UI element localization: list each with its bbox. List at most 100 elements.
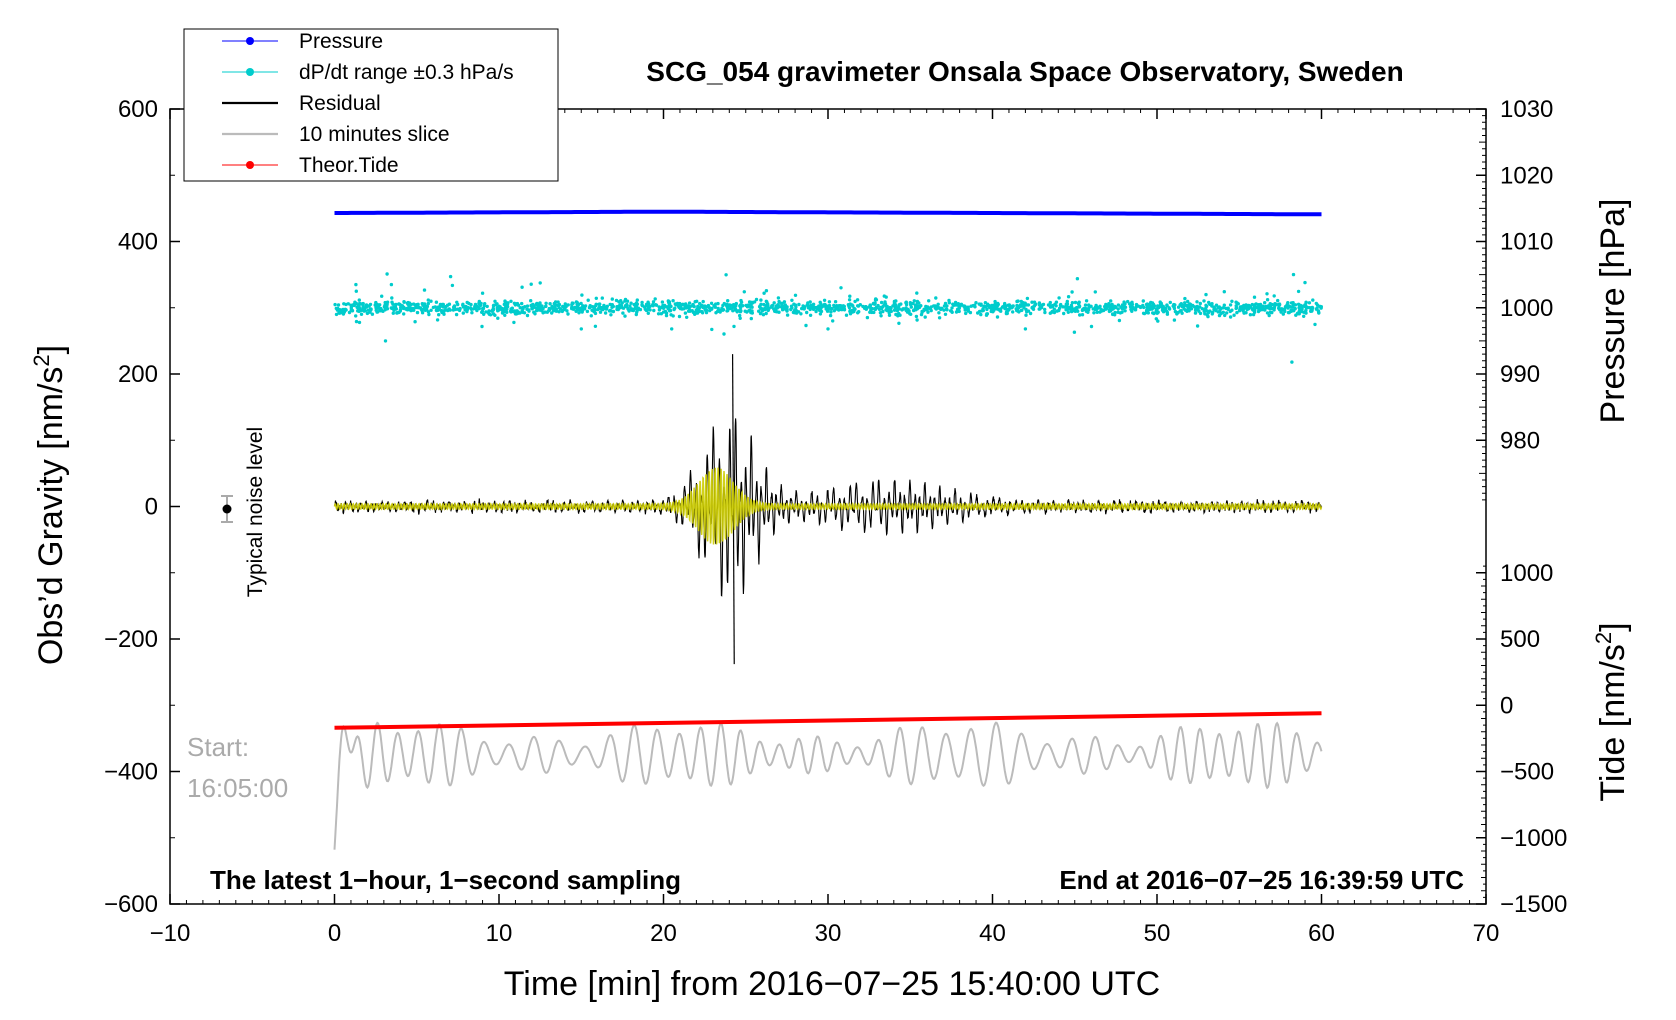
dpdt-point — [718, 310, 722, 314]
dpdt-point — [1258, 308, 1262, 312]
dpdt-point — [1313, 322, 1317, 327]
dpdt-point — [651, 300, 656, 304]
dpdt-point — [380, 294, 384, 298]
dpdt-point — [441, 305, 446, 309]
dpdt-point — [927, 299, 931, 303]
dpdt-point — [985, 304, 990, 308]
legend-label: Residual — [299, 92, 381, 115]
dpdt-point — [897, 321, 901, 325]
legend-label: Pressure — [299, 30, 383, 53]
dpdt-point — [1150, 307, 1154, 311]
dpdt-point — [1141, 299, 1146, 303]
dpdt-point — [1307, 301, 1312, 305]
dpdt-point — [709, 307, 714, 311]
dpdt-point — [721, 303, 725, 308]
legend-marker — [246, 68, 254, 76]
dpdt-point — [826, 305, 830, 310]
dpdt-point — [1206, 314, 1210, 319]
dpdt-point — [995, 307, 1000, 311]
dpdt-point — [727, 303, 732, 307]
dpdt-point — [522, 311, 527, 315]
dpdt-point — [808, 313, 813, 317]
dpdt-point — [732, 303, 736, 307]
dpdt-point — [1073, 309, 1078, 313]
dpdt-point — [461, 311, 465, 315]
dpdt-point — [979, 303, 983, 307]
dpdt-point — [942, 304, 947, 308]
legend-marker — [246, 161, 254, 169]
dpdt-point — [1263, 308, 1267, 312]
dpdt-point — [628, 304, 632, 308]
x-tick-label: 20 — [650, 920, 677, 947]
dpdt-point — [1028, 311, 1033, 316]
dpdt-point — [1304, 308, 1308, 313]
dpdt-point — [1083, 303, 1088, 307]
dpdt-point — [435, 318, 440, 322]
dpdt-point — [448, 274, 453, 279]
dpdt-point — [1195, 324, 1200, 328]
dpdt-point — [429, 299, 433, 303]
dpdt-point — [764, 289, 769, 293]
dpdt-point — [685, 315, 689, 319]
dpdt-point — [914, 314, 919, 319]
dpdt-point — [554, 307, 558, 312]
dpdt-point — [745, 304, 749, 308]
dpdt-point — [1070, 290, 1074, 294]
dpdt-point — [710, 327, 714, 332]
dpdt-point — [1101, 308, 1106, 313]
dpdt-point — [724, 303, 729, 308]
dpdt-point — [592, 306, 596, 310]
dpdt-point — [565, 309, 569, 313]
dpdt-point — [1055, 309, 1059, 313]
dpdt-point — [1156, 310, 1160, 314]
dpdt-point — [336, 303, 341, 307]
dpdt-point — [785, 309, 789, 313]
dpdt-point — [354, 319, 359, 324]
series-dpdt-range — [333, 272, 1324, 364]
dpdt-point — [702, 306, 706, 310]
dpdt-point — [635, 306, 640, 310]
dpdt-point — [1178, 303, 1182, 307]
dpdt-point — [829, 310, 833, 314]
y-left-tick-label: −400 — [104, 759, 158, 786]
dpdt-point — [611, 304, 615, 309]
dpdt-point — [728, 306, 732, 311]
dpdt-point — [669, 313, 673, 317]
y-left-tick-label: 400 — [118, 229, 158, 256]
y-left-tick-label: 0 — [145, 494, 158, 521]
dpdt-point — [1109, 299, 1113, 303]
dpdt-point — [390, 300, 394, 304]
dpdt-point — [1291, 301, 1295, 305]
dpdt-point — [1267, 313, 1271, 318]
dpdt-point — [794, 305, 798, 309]
dpdt-point — [1077, 300, 1081, 304]
pressure-tick-label: 1020 — [1500, 162, 1553, 189]
dpdt-point — [779, 301, 783, 305]
start-time: 16:05:00 — [187, 773, 288, 803]
dpdt-point — [901, 307, 905, 311]
tide-tick-label: −1000 — [1500, 825, 1567, 852]
dpdt-point — [1050, 304, 1054, 308]
dpdt-point — [621, 311, 625, 315]
dpdt-point — [687, 301, 692, 305]
dpdt-point — [1235, 301, 1239, 305]
dpdt-point — [884, 304, 889, 309]
tide-tick-label: −1500 — [1500, 891, 1567, 918]
dpdt-point — [493, 313, 497, 317]
tide-tick-label: 0 — [1500, 692, 1513, 719]
dpdt-point — [474, 305, 478, 310]
dpdt-point — [480, 310, 484, 314]
dpdt-point — [985, 307, 989, 312]
pressure-tick-label: 990 — [1500, 361, 1540, 388]
dpdt-point — [447, 307, 451, 311]
dpdt-point — [699, 304, 703, 308]
dpdt-point — [610, 297, 614, 301]
dpdt-point — [1200, 307, 1205, 311]
dpdt-point — [502, 302, 506, 307]
dpdt-point — [1092, 311, 1096, 315]
dpdt-point — [1195, 304, 1199, 309]
legend-box — [183, 28, 559, 182]
dpdt-point — [383, 303, 387, 308]
dpdt-point — [529, 299, 533, 303]
dpdt-point — [1078, 313, 1082, 317]
